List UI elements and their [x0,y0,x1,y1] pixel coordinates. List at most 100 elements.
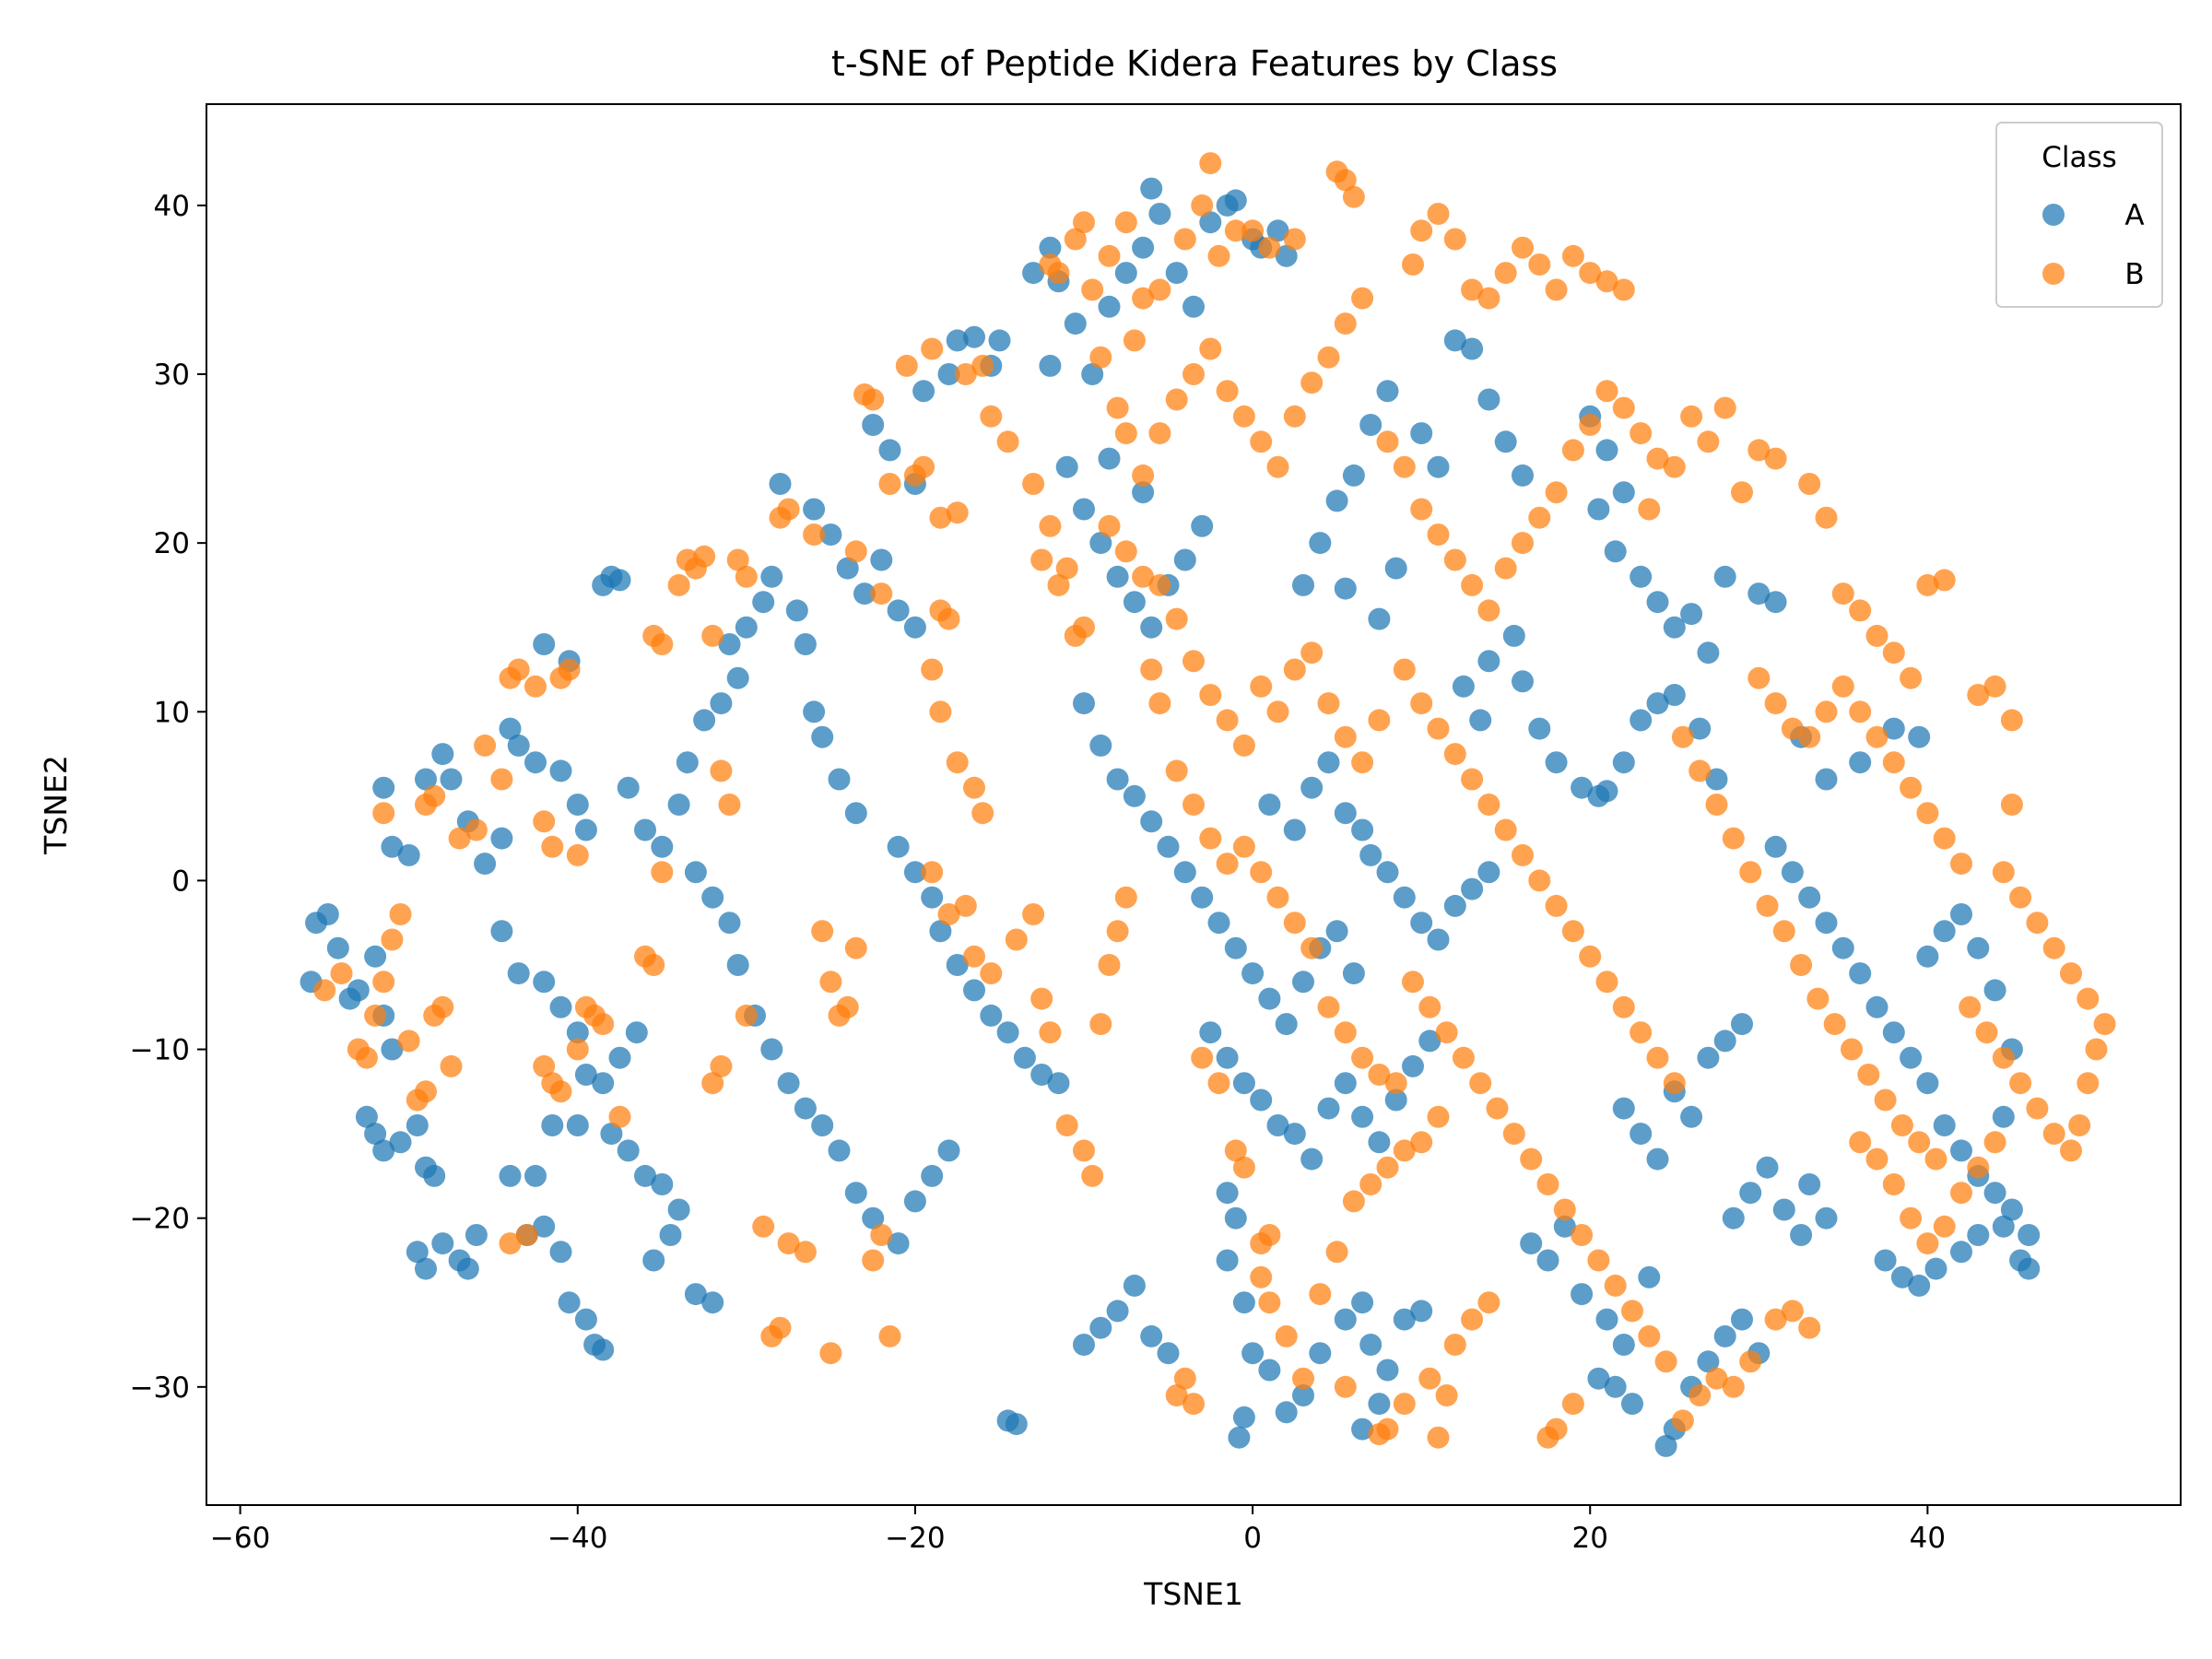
scatter-point [1823,1013,1846,1036]
scatter-point [1216,709,1239,732]
plot-area-frame [206,103,2182,1506]
scatter-point [549,1080,572,1103]
scatter-point [1621,1393,1643,1416]
scatter-point [1646,591,1669,614]
scatter-point [2000,1198,2023,1221]
scatter-point [651,1173,674,1195]
scatter-point [1587,498,1610,521]
scatter-point [828,1139,851,1162]
scatter-point [1410,219,1433,242]
scatter-point [1191,514,1214,537]
scatter-point [574,1308,597,1331]
scatter-point [929,700,952,724]
scatter-point [1512,532,1534,555]
scatter-point [1747,666,1771,689]
scatter-point [1191,194,1214,217]
scatter-point [1266,455,1289,478]
scatter-point [1055,1114,1078,1136]
scatter-point [1199,827,1222,850]
scatter-point [651,861,674,884]
scatter-point [980,962,1003,985]
scatter-point [1334,577,1357,600]
scatter-point [1882,1021,1905,1044]
scatter-point [625,1021,648,1044]
scatter-point [1207,1072,1230,1095]
scatter-point [693,545,716,568]
scatter-point [1055,455,1078,478]
scatter-point [1486,1097,1509,1120]
scatter-point [1612,278,1635,301]
scatter-point [895,354,918,377]
scatter-point [862,1206,885,1230]
scatter-point [608,1046,631,1069]
scatter-point [1452,675,1475,698]
scatter-point [1680,603,1703,626]
scatter-point [1849,1131,1872,1154]
scatter-point [1089,1316,1112,1339]
scatter-point [364,945,387,968]
scatter-point [1224,1206,1247,1230]
scatter-point [1140,810,1163,833]
x-axis-title: TSNE1 [1143,1576,1243,1612]
scatter-point [1216,1249,1239,1272]
scatter-point [1266,886,1289,909]
scatter-point [1157,835,1180,858]
scatter-point [592,1072,615,1095]
scatter-point [1630,1021,1653,1044]
scatter-point [1865,624,1888,647]
scatter-point [1452,1046,1475,1069]
scatter-point [1680,405,1703,428]
legend-title: Class [2041,141,2117,174]
scatter-point [1781,717,1804,740]
scatter-point [1646,447,1669,470]
scatter-point [1477,650,1500,673]
scatter-point [1849,751,1872,774]
scatter-point [1528,253,1551,276]
scatter-point [1275,244,1298,267]
scatter-point [1638,1324,1661,1347]
scatter-point [1216,1046,1239,1069]
scatter-point [1461,1308,1484,1331]
scatter-point [1073,498,1095,521]
scatter-point [2060,962,2082,985]
scatter-point [1393,455,1416,478]
scatter-point [1232,405,1255,428]
scatter-point [1798,473,1821,495]
scatter-point [1908,725,1931,748]
scatter-point [608,569,631,592]
scatter-point [1123,1274,1146,1297]
x-tick-label: −60 [210,1522,270,1555]
scatter-point [1528,506,1551,529]
scatter-point [1747,439,1771,462]
scatter-point [389,1131,412,1154]
scatter-point [1924,1257,1947,1280]
scatter-point [1292,971,1314,994]
scatter-point [1351,818,1374,841]
scatter-point [1275,1013,1298,1036]
scatter-point [1604,540,1627,563]
scatter-point [372,776,395,799]
scatter-point [1579,262,1602,285]
scatter-point [1739,1350,1762,1373]
scatter-point [726,954,749,976]
scatter-point [566,843,589,866]
scatter-point [549,1241,572,1264]
scatter-point [1443,228,1466,251]
scatter-point [1418,995,1441,1018]
scatter-point [1283,912,1306,935]
scatter-point [1165,262,1188,285]
scatter-point [2026,912,2049,935]
scatter-point [1731,1308,1753,1331]
scatter-point [760,565,783,588]
scatter-point [903,1190,926,1213]
scatter-point [1309,532,1332,555]
scatter-point [1106,920,1129,943]
scatter-point [1266,219,1289,242]
scatter-point [313,979,336,1002]
scatter-point [1266,1114,1289,1136]
scatter-point [963,979,985,1002]
scatter-point [1241,962,1265,985]
scatter-point [2068,1114,2091,1136]
scatter-point [794,633,817,655]
scatter-point [1334,725,1357,748]
